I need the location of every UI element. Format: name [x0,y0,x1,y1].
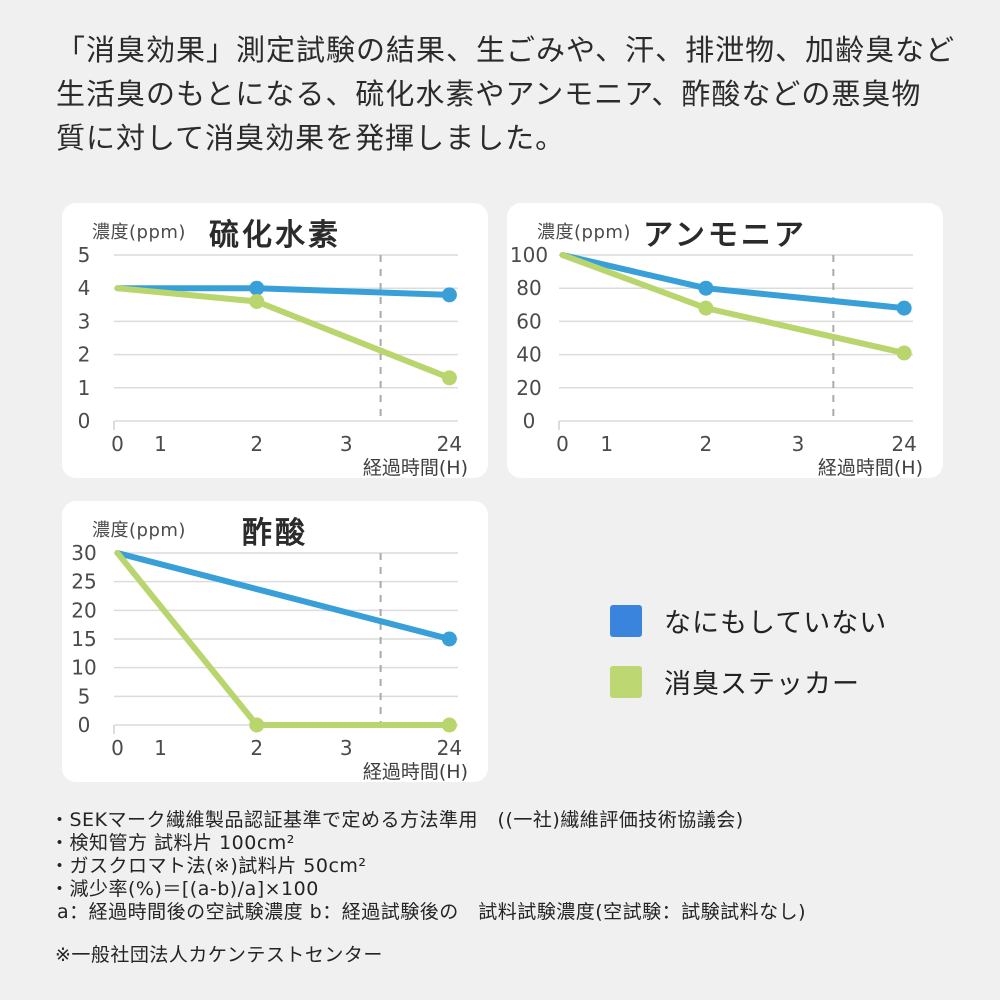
series-untreated-marker [441,631,457,647]
y-axis-label: 濃度(ppm) [92,222,186,243]
y-tick-label: 0 [78,713,91,737]
y-tick-label: 20 [71,598,96,622]
y-tick-label: 2 [78,343,91,367]
series-deodorant-sticker-marker [249,717,265,733]
series-untreated-marker [698,280,714,296]
legend-label-deodorant-sticker: 消臭ステッカー [664,669,860,700]
y-tick-label: 30 [71,541,96,565]
chart-title-hydrogen-sulfide: 硫化水素 [209,218,341,253]
y-tick-label: 0 [78,409,91,433]
legend-item-deodorant-sticker: 消臭ステッカー [610,662,887,701]
series-untreated-line [114,550,453,642]
y-tick-label: 100 [510,243,548,267]
chart-card-hydrogen-sulfide: 濃度(ppm) 硫化水素 0 1 2 3 4 5 0 1 2 3 24 経過時間(H) [62,203,488,478]
y-tick-label: 3 [78,309,91,333]
y-axis-label: 濃度(ppm) [537,222,631,243]
y-tick-label: 1 [78,376,91,400]
y-tick-label: 20 [516,376,541,400]
footnote-line: ・SEKマーク繊維製品認証基準で定める方法準用 ((一社)繊維評価技術協議会) [50,809,744,831]
footnote-line: ・ガスクロマト法(※)試料片 50cm² [50,855,367,877]
footnote-asterisk-note: ※一般社団法人カケンテストセンター [55,944,383,966]
x-axis-unit-label: 経過時間(H) [818,457,923,478]
x-tick-label: 24 [437,736,462,760]
y-tick-label: 10 [71,656,96,680]
series-deodorant-sticker-marker [441,717,457,733]
y-tick-label: 40 [516,343,541,367]
x-tick-label: 2 [250,736,263,760]
footnote-line: ・検知管方 試料片 100cm² [50,832,295,854]
series-deodorant-sticker-marker [249,293,265,309]
y-tick-label: 5 [78,243,91,267]
y-tick-label: 0 [523,409,536,433]
x-tick-label: 0 [111,736,124,760]
x-tick-label: 3 [340,432,353,456]
y-tick-label: 15 [71,627,96,651]
chart-card-acetic-acid: 濃度(ppm) 酢酸 0 5 10 15 20 25 30 0 1 2 3 24 経過時間(H) [62,501,488,782]
y-axis-label: 濃度(ppm) [92,520,186,541]
x-axis-unit-label: 経過時間(H) [363,457,468,478]
x-tick-label: 24 [891,432,916,456]
chart-card-ammonia: 濃度(ppm) アンモニア 0 20 40 60 80 100 0 1 2 3 24 経過時間(H) [507,203,943,478]
y-tick-label: 60 [516,309,541,333]
series-deodorant-sticker-marker [441,370,457,386]
chart-legend: なにもしていない 消臭ステッカー [610,601,887,701]
x-tick-label: 0 [111,432,124,456]
series-untreated-marker [896,300,912,316]
x-axis-unit-label: 経過時間(H) [363,761,468,782]
page-title: 「消臭効果」測定試験の結果、生ごみや、汗、排泄物、加齢臭など 生活臭のもとになる… [56,33,956,155]
series-deodorant-sticker-marker [896,345,912,361]
x-tick-label: 24 [437,432,462,456]
chart-title-acetic-acid: 酢酸 [242,516,308,551]
series-deodorant-sticker-marker [698,300,714,316]
x-tick-label: 1 [154,736,167,760]
y-tick-label: 25 [71,570,96,594]
chart-title-ammonia: アンモニア [643,218,807,253]
series-untreated-line [559,252,908,312]
series-untreated-marker [249,280,265,296]
y-tick-label: 4 [78,276,91,300]
legend-swatch-deodorant-sticker [610,665,642,698]
x-tick-label: 1 [600,432,613,456]
x-tick-label: 3 [792,432,805,456]
legend-item-untreated: なにもしていない [610,601,887,640]
series-untreated-marker [441,287,457,303]
x-tick-label: 1 [154,432,167,456]
footnote-line: ・減少率(%)＝[(a-b)/a]×100 [50,878,319,900]
legend-swatch-untreated [610,604,642,637]
series-deodorant-sticker-line [114,285,453,381]
footnote-line: a：経過時間後の空試験濃度 b：経過試験後の 試料試験濃度(空試験：試験試料なし… [57,901,807,923]
y-tick-label: 5 [78,684,91,708]
footnotes: ・SEKマーク繊維製品認証基準で定める方法準用 ((一社)繊維評価技術協議会) … [50,809,960,967]
y-tick-label: 80 [516,276,541,300]
x-tick-label: 0 [556,432,569,456]
x-tick-label: 3 [340,736,353,760]
legend-label-untreated: なにもしていない [664,608,888,639]
x-tick-label: 2 [700,432,713,456]
x-tick-label: 2 [250,432,263,456]
